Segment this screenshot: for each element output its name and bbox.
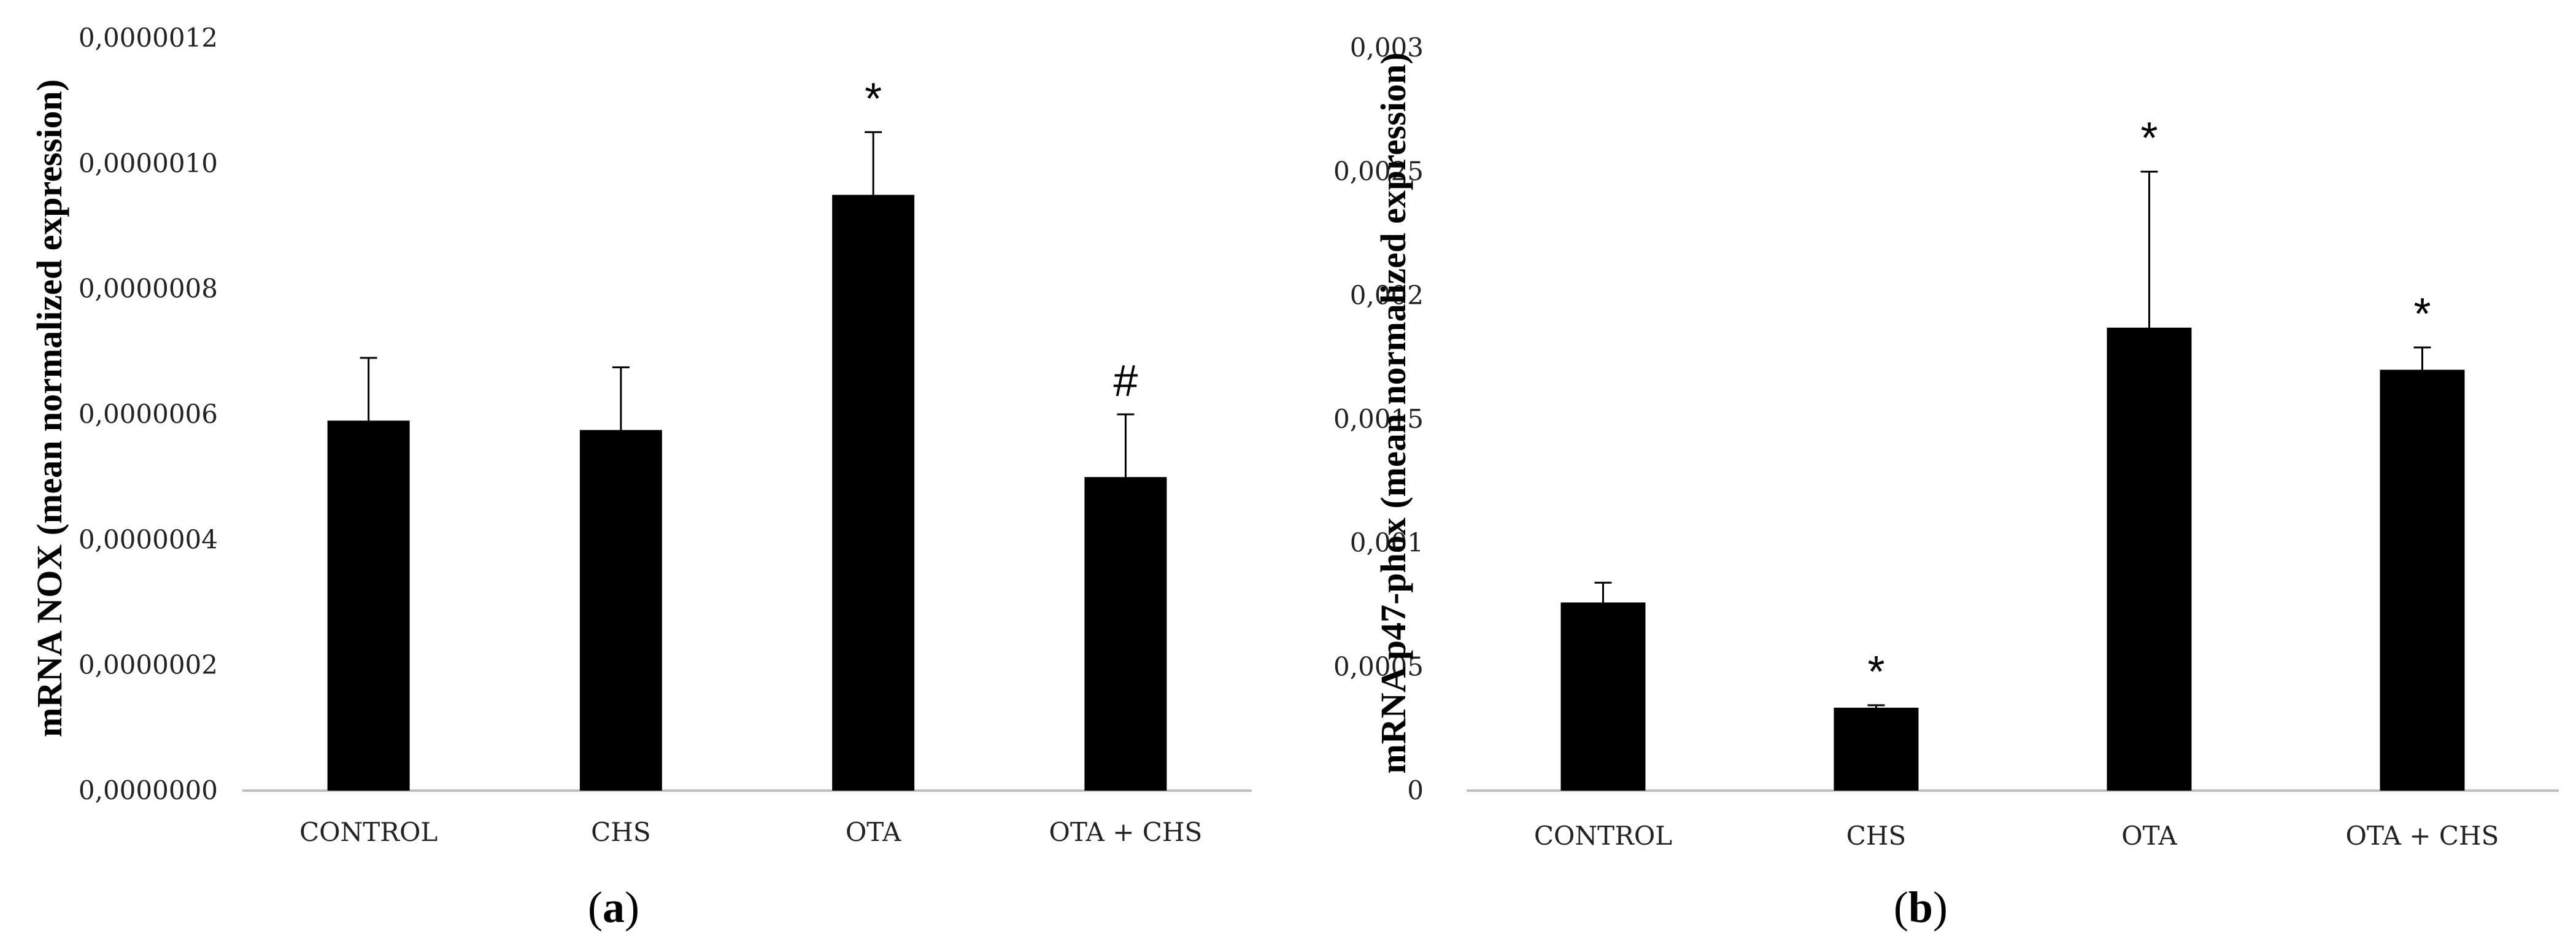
y-tick-label: 0 bbox=[1407, 775, 1424, 805]
y-tick-label: 0,003 bbox=[1350, 33, 1424, 63]
y-tick-label: 0,0000010 bbox=[79, 148, 218, 178]
x-tick-label: CHS bbox=[1846, 821, 1907, 851]
x-tick-label: OTA bbox=[846, 817, 901, 847]
bar bbox=[1560, 602, 1646, 791]
y-axis-label: mRNA NOX (mean normalized expression) bbox=[29, 79, 69, 737]
x-tick-label: CONTROL bbox=[299, 817, 438, 847]
x-tick-label: OTA + CHS bbox=[2346, 821, 2499, 851]
y-tick-label: 0,0000002 bbox=[79, 650, 218, 680]
panel-label: (a) bbox=[588, 883, 639, 932]
y-tick-label: 0,0000000 bbox=[79, 775, 218, 805]
significance-marker: # bbox=[1113, 357, 1138, 406]
y-tick-label: 0,002 bbox=[1350, 280, 1424, 310]
y-tick-label: 0,0000008 bbox=[79, 274, 218, 304]
chart-panel-a: 0,0000000 0,0000002 0,0000004 0,0000006 0,00… bbox=[29, 23, 1252, 932]
chart-panel-b: 0 0,0005 0,001 0,0015 0,002 0,0025 0,003 CONTRO… bbox=[1333, 33, 2559, 932]
y-tick-label: 0,0000012 bbox=[79, 23, 218, 53]
x-tick-label: OTA bbox=[2121, 821, 2177, 851]
y-tick-label: 0,0005 bbox=[1333, 651, 1424, 681]
x-tick-label: CONTROL bbox=[1534, 821, 1672, 851]
y-tick-label: 0,0000006 bbox=[79, 399, 218, 429]
significance-marker: * bbox=[865, 74, 882, 123]
y-tick-label: 0,0025 bbox=[1333, 157, 1424, 187]
significance-marker: * bbox=[2413, 290, 2431, 339]
y-tick-label: 0,0015 bbox=[1333, 404, 1424, 434]
significance-marker: * bbox=[2140, 114, 2158, 163]
bar bbox=[2380, 370, 2465, 791]
panel-label: (b) bbox=[1894, 883, 1948, 932]
y-tick-label: 0,0000004 bbox=[79, 524, 218, 554]
y-tick-label: 0,001 bbox=[1350, 528, 1424, 558]
x-tick-label: CHS bbox=[591, 817, 651, 847]
y-axis-label: mRNA p47-phox (mean normalized expressio… bbox=[1373, 52, 1413, 773]
bar bbox=[832, 195, 915, 791]
bar bbox=[1834, 707, 1919, 791]
significance-marker: * bbox=[1867, 648, 1884, 697]
x-tick-label: OTA + CHS bbox=[1049, 817, 1202, 847]
